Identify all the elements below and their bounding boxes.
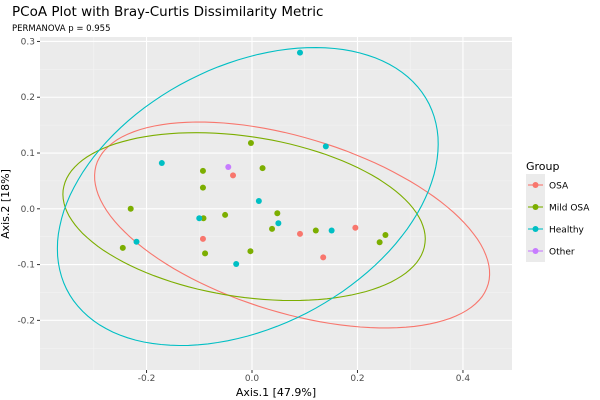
- point-healthy: [255, 197, 262, 204]
- point-mild-osa: [259, 165, 266, 172]
- x-tick-label: 0.4: [456, 374, 471, 384]
- point-osa: [320, 254, 327, 261]
- ellipse-healthy: [56, 47, 439, 347]
- point-mild-osa: [202, 250, 209, 257]
- point-mild-osa: [274, 210, 281, 217]
- legend-label-osa: OSA: [549, 182, 569, 192]
- grid: [40, 37, 512, 370]
- legend-label-mild-osa: Mild OSA: [549, 204, 590, 214]
- legend-label-healthy: Healthy: [549, 226, 585, 236]
- y-tick-label: 0.2: [21, 93, 35, 103]
- point-mild-osa: [312, 227, 319, 234]
- legend: OSA Mild OSA Healthy Other: [526, 174, 590, 262]
- point-mild-osa: [127, 205, 134, 212]
- point-mild-osa: [199, 184, 206, 191]
- x-tick-label: 0.0: [245, 374, 260, 384]
- legend-key-point: [532, 204, 539, 210]
- y-axis-label: Axis.2 [18%]: [0, 169, 12, 239]
- y-tick-label: 0.3: [21, 37, 35, 47]
- point-mild-osa: [376, 239, 383, 246]
- point-osa: [199, 235, 206, 242]
- chart-title: PCoA Plot with Bray-Curtis Dissimilarity…: [12, 4, 323, 20]
- ellipses: [56, 47, 491, 347]
- point-mild-osa: [119, 244, 126, 251]
- y-tick-label: 0.0: [21, 205, 36, 215]
- point-healthy: [328, 227, 335, 234]
- point-osa: [352, 224, 359, 231]
- point-mild-osa: [200, 215, 207, 222]
- point-healthy: [322, 143, 329, 150]
- y-tick-label: -0.1: [17, 261, 35, 271]
- points: [119, 49, 389, 268]
- point-healthy: [233, 261, 240, 268]
- point-healthy: [196, 215, 203, 222]
- x-tick-label: 0.2: [350, 374, 364, 384]
- legend-key-point: [532, 248, 539, 254]
- point-other: [225, 163, 232, 170]
- point-healthy: [158, 160, 165, 167]
- point-healthy: [133, 238, 140, 245]
- legend-key-point: [532, 226, 539, 232]
- plot-panel: [40, 37, 512, 370]
- y-tick-label: -0.2: [17, 316, 35, 326]
- point-mild-osa: [222, 211, 229, 218]
- point-osa: [230, 172, 237, 179]
- x-axis-label: Axis.1 [47.9%]: [236, 386, 316, 399]
- point-healthy: [296, 49, 303, 56]
- point-mild-osa: [269, 225, 276, 232]
- point-mild-osa: [382, 232, 389, 239]
- axes: -0.2 0.0 0.2 0.4 -0.2 -0.1 0.0 0.1 0.2 0.3: [17, 37, 470, 384]
- legend-key-point: [532, 182, 539, 188]
- ellipse-osa: [94, 121, 491, 329]
- ellipse-mild-osa: [62, 132, 426, 302]
- chart-subtitle: PERMANOVA p = 0.955: [12, 24, 111, 34]
- point-mild-osa: [199, 167, 206, 174]
- point-mild-osa: [247, 248, 254, 255]
- point-mild-osa: [247, 139, 254, 146]
- point-healthy: [275, 220, 282, 227]
- x-tick-label: -0.2: [138, 374, 156, 384]
- y-tick-label: 0.1: [21, 149, 35, 159]
- legend-label-other: Other: [549, 248, 575, 258]
- point-osa: [296, 230, 303, 237]
- legend-title: Group: [526, 160, 560, 173]
